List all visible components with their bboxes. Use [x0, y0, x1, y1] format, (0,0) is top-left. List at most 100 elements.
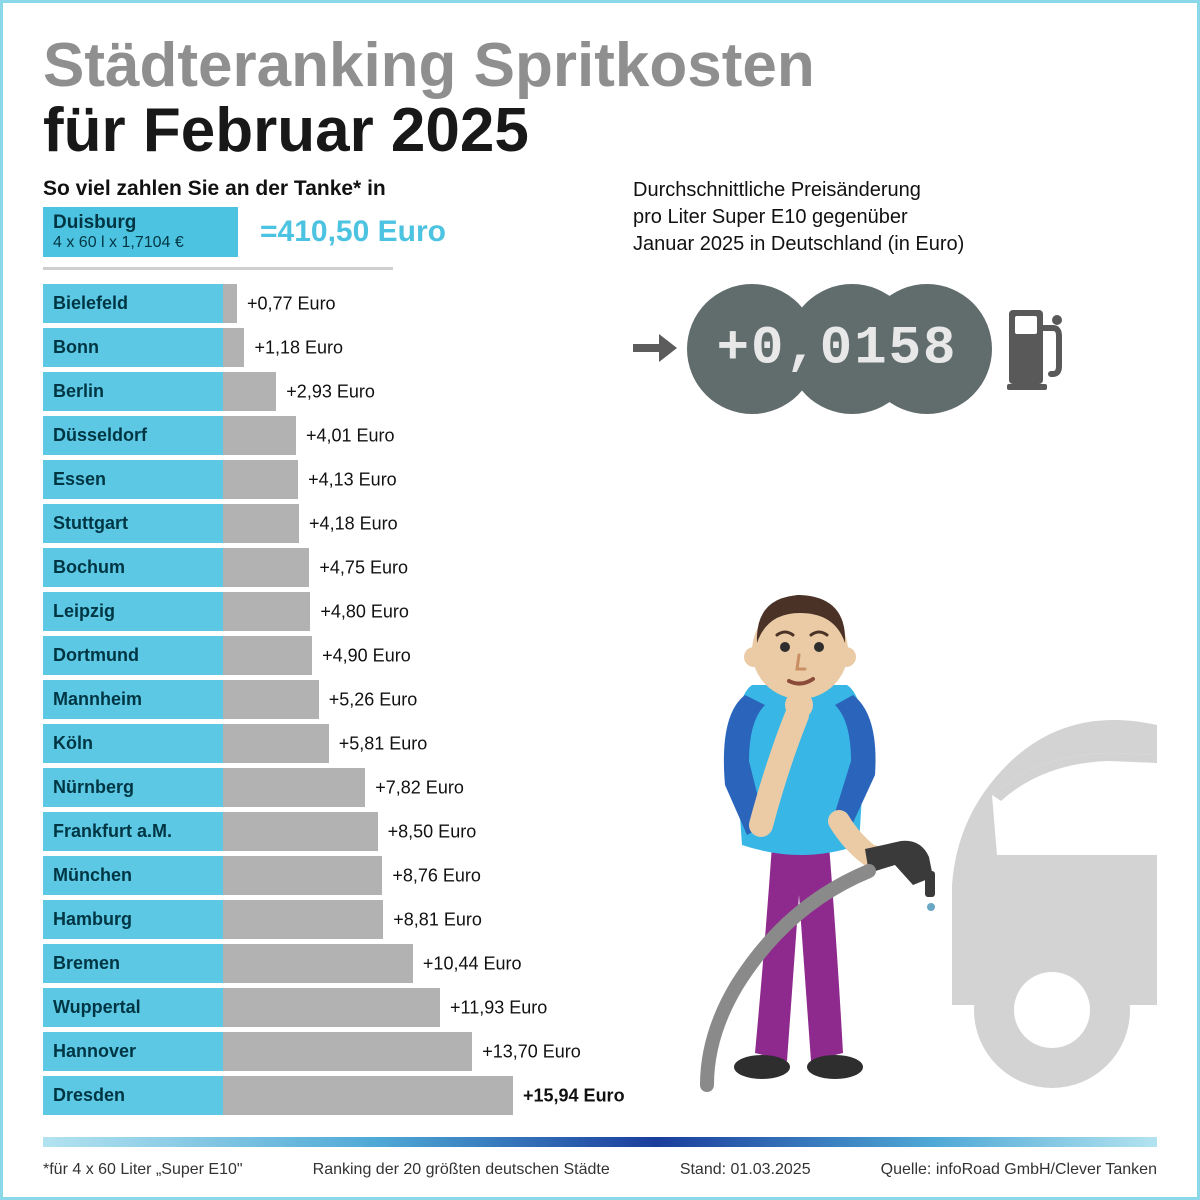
bar-track: +2,93 Euro	[223, 372, 593, 411]
bar-label: +0,77 Euro	[247, 293, 336, 314]
bar-track: +4,90 Euro	[223, 636, 593, 675]
bar-label: +1,18 Euro	[254, 337, 343, 358]
bar-fill	[223, 636, 312, 675]
title-line-2: für Februar 2025	[43, 98, 1157, 163]
bar-label: +7,82 Euro	[375, 777, 464, 798]
bar-fill	[223, 504, 299, 543]
bar-row: Stuttgart+4,18 Euro	[43, 504, 593, 543]
bar-city: Berlin	[43, 372, 223, 411]
bar-row: Bonn +1,18 Euro	[43, 328, 593, 367]
bar-row: Düsseldorf+4,01 Euro	[43, 416, 593, 455]
bar-label: +5,26 Euro	[329, 689, 418, 710]
bar-city: Nürnberg	[43, 768, 223, 807]
bar-city: Frankfurt a.M.	[43, 812, 223, 851]
bar-city: Bochum	[43, 548, 223, 587]
bar-track: +8,50 Euro	[223, 812, 593, 851]
left-column: So viel zahlen Sie an der Tanke* in Duis…	[43, 177, 593, 1115]
bar-fill	[223, 724, 329, 763]
bar-row: Bielefeld +0,77 Euro	[43, 284, 593, 323]
bar-row: Bremen+10,44 Euro	[43, 944, 593, 983]
bar-label: +4,90 Euro	[322, 645, 411, 666]
bar-fill	[223, 460, 298, 499]
bar-label: +4,80 Euro	[320, 601, 409, 622]
bar-city: Köln	[43, 724, 223, 763]
bar-city: Stuttgart	[43, 504, 223, 543]
bar-city: Leipzig	[43, 592, 223, 631]
bar-fill	[223, 988, 440, 1027]
bar-label: +8,81 Euro	[393, 909, 482, 930]
person-icon	[724, 595, 885, 1079]
bar-city: Bielefeld	[43, 284, 223, 323]
bar-track: +4,01 Euro	[223, 416, 593, 455]
bar-city: Hannover	[43, 1032, 223, 1071]
bar-row: Dortmund+4,90 Euro	[43, 636, 593, 675]
bar-fill	[223, 372, 276, 411]
page-title: Städteranking Spritkosten für Februar 20…	[43, 33, 1157, 163]
bar-city: Wuppertal	[43, 988, 223, 1027]
arrow-right-icon	[633, 322, 677, 377]
bar-label: +8,50 Euro	[388, 821, 477, 842]
bar-track: +1,18 Euro	[223, 328, 593, 367]
footer-mid: Ranking der 20 größten deutschen Städte	[313, 1161, 610, 1179]
bar-fill	[223, 592, 310, 631]
bar-city: Düsseldorf	[43, 416, 223, 455]
price-display: +0,0158	[633, 284, 1157, 414]
bar-row: Dresden+15,94 Euro	[43, 1076, 593, 1115]
bar-row: Bochum +4,75 Euro	[43, 548, 593, 587]
bar-row: Köln +5,81 Euro	[43, 724, 593, 763]
bar-fill	[223, 1076, 513, 1115]
bar-row: Nürnberg +7,82 Euro	[43, 768, 593, 807]
divider	[43, 267, 393, 270]
right-column: Durchschnittliche Preisänderung pro Lite…	[633, 177, 1157, 1115]
bar-track: +5,81 Euro	[223, 724, 593, 763]
bar-track: +4,18 Euro	[223, 504, 593, 543]
bar-track: +5,26 Euro	[223, 680, 593, 719]
bar-row: München+8,76 Euro	[43, 856, 593, 895]
footer-text: *für 4 x 60 Liter „Super E10" Ranking de…	[43, 1161, 1157, 1179]
footer-stand: Stand: 01.03.2025	[680, 1161, 811, 1179]
footer-gradient	[43, 1137, 1157, 1147]
title-line-1: Städteranking Spritkosten	[43, 33, 1157, 98]
bar-track: +4,80 Euro	[223, 592, 593, 631]
bar-track: +8,76 Euro	[223, 856, 593, 895]
gas-pump-icon	[1007, 302, 1067, 397]
bar-track: +7,82 Euro	[223, 768, 593, 807]
footer-note: *für 4 x 60 Liter „Super E10"	[43, 1161, 243, 1179]
bar-row: Leipzig +4,80 Euro	[43, 592, 593, 631]
rt-l2: pro Liter Super E10 gegenüber	[633, 206, 908, 228]
bar-label: +11,93 Euro	[450, 997, 547, 1018]
bar-track: +8,81 Euro	[223, 900, 593, 939]
bar-city: Mannheim	[43, 680, 223, 719]
lcd-value: +0,0158	[687, 319, 987, 380]
right-subtext: Durchschnittliche Preisänderung pro Lite…	[633, 177, 1157, 258]
bar-fill	[223, 680, 319, 719]
bar-row: Hannover+13,70 Euro	[43, 1032, 593, 1071]
bar-city: Hamburg	[43, 900, 223, 939]
bar-city: Bonn	[43, 328, 223, 367]
bar-fill	[223, 856, 382, 895]
bar-label: +5,81 Euro	[339, 733, 428, 754]
bar-label: +2,93 Euro	[286, 381, 375, 402]
bar-label: +4,13 Euro	[308, 469, 397, 490]
bar-fill	[223, 944, 413, 983]
bar-row: Mannheim +5,26 Euro	[43, 680, 593, 719]
bar-track: +4,75 Euro	[223, 548, 593, 587]
bar-row: Frankfurt a.M. +8,50 Euro	[43, 812, 593, 851]
bar-row: Berlin +2,93 Euro	[43, 372, 593, 411]
bar-label: +4,75 Euro	[319, 557, 408, 578]
rt-l3: Januar 2025 in Deutschland (in Euro)	[633, 233, 964, 255]
bar-city: Bremen	[43, 944, 223, 983]
lcd-display: +0,0158	[687, 284, 987, 414]
baseline-city: Duisburg	[53, 212, 218, 234]
bar-fill	[223, 548, 309, 587]
bar-row: Hamburg +8,81 Euro	[43, 900, 593, 939]
bar-track: +15,94 Euro	[223, 1076, 593, 1115]
bar-city: München	[43, 856, 223, 895]
bar-label: +15,94 Euro	[523, 1085, 625, 1106]
bar-fill	[223, 768, 365, 807]
bar-track: +10,44 Euro	[223, 944, 593, 983]
baseline-calc: 4 x 60 l x 1,7104 €	[53, 234, 218, 252]
bar-row: Wuppertal +11,93 Euro	[43, 988, 593, 1027]
rt-l1: Durchschnittliche Preisänderung	[633, 179, 921, 201]
bar-fill	[223, 416, 296, 455]
